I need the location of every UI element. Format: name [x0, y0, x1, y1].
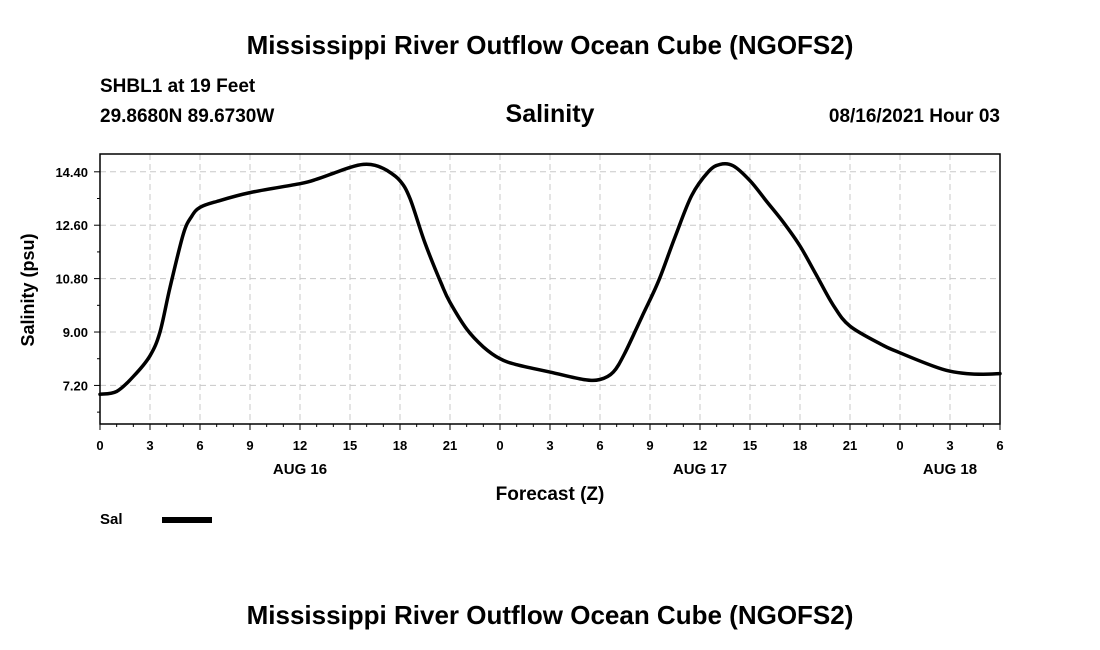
series-layer	[98, 161, 1002, 397]
date-label: AUG 18	[923, 461, 977, 478]
x-tick-label: 3	[146, 438, 153, 453]
series-line-sal	[98, 161, 1002, 397]
y-tick-label: 10.80	[55, 272, 88, 287]
y-tick-label: 12.60	[55, 218, 88, 233]
run-time: 08/16/2021 Hour 03	[828, 106, 1000, 127]
x-tick-label: 6	[196, 438, 203, 453]
axis-labels: 0 3 6 9 12 15 18 21 0 3 6 9 12 15 18 21 0 3 6 7.20 9.00 10.80…	[55, 165, 1003, 478]
x-axis-label: Forecast (Z)	[496, 484, 605, 505]
legend-label: Sal	[100, 511, 123, 528]
x-tick-label: 15	[743, 438, 757, 453]
x-tick-label: 6	[996, 438, 1003, 453]
axis-ticks	[94, 171, 1001, 430]
x-tick-label: 18	[393, 438, 407, 453]
grid	[100, 154, 1000, 424]
y-axis-label: Salinity (psu)	[18, 233, 38, 346]
x-tick-label: 9	[646, 438, 653, 453]
variable-title: Salinity	[505, 100, 595, 128]
x-tick-label: 3	[946, 438, 953, 453]
x-tick-label: 15	[343, 438, 357, 453]
x-tick-label: 21	[443, 438, 457, 453]
x-tick-label: 0	[896, 438, 903, 453]
y-tick-label: 7.20	[63, 378, 88, 393]
x-tick-label: 21	[843, 438, 857, 453]
station-coordinates: 29.8680N 89.6730W	[100, 106, 275, 127]
chart-title-bottom: Mississippi River Outflow Ocean Cube (NG…	[246, 600, 854, 630]
date-label: AUG 16	[273, 461, 327, 478]
y-tick-label: 14.40	[55, 165, 88, 180]
plot-frame	[99, 153, 1001, 425]
legend: Sal	[100, 511, 212, 528]
x-tick-label: 6	[596, 438, 603, 453]
x-tick-label: 12	[693, 438, 707, 453]
date-label: AUG 17	[673, 461, 727, 478]
x-tick-label: 3	[546, 438, 553, 453]
x-tick-label: 0	[496, 438, 503, 453]
chart-title-top: Mississippi River Outflow Ocean Cube (NG…	[246, 30, 854, 60]
x-tick-label: 18	[793, 438, 807, 453]
x-tick-label: 0	[96, 438, 103, 453]
x-tick-label: 12	[293, 438, 307, 453]
station-name: SHBL1 at 19 Feet	[100, 76, 256, 97]
y-tick-label: 9.00	[63, 325, 88, 340]
x-tick-label: 9	[246, 438, 253, 453]
